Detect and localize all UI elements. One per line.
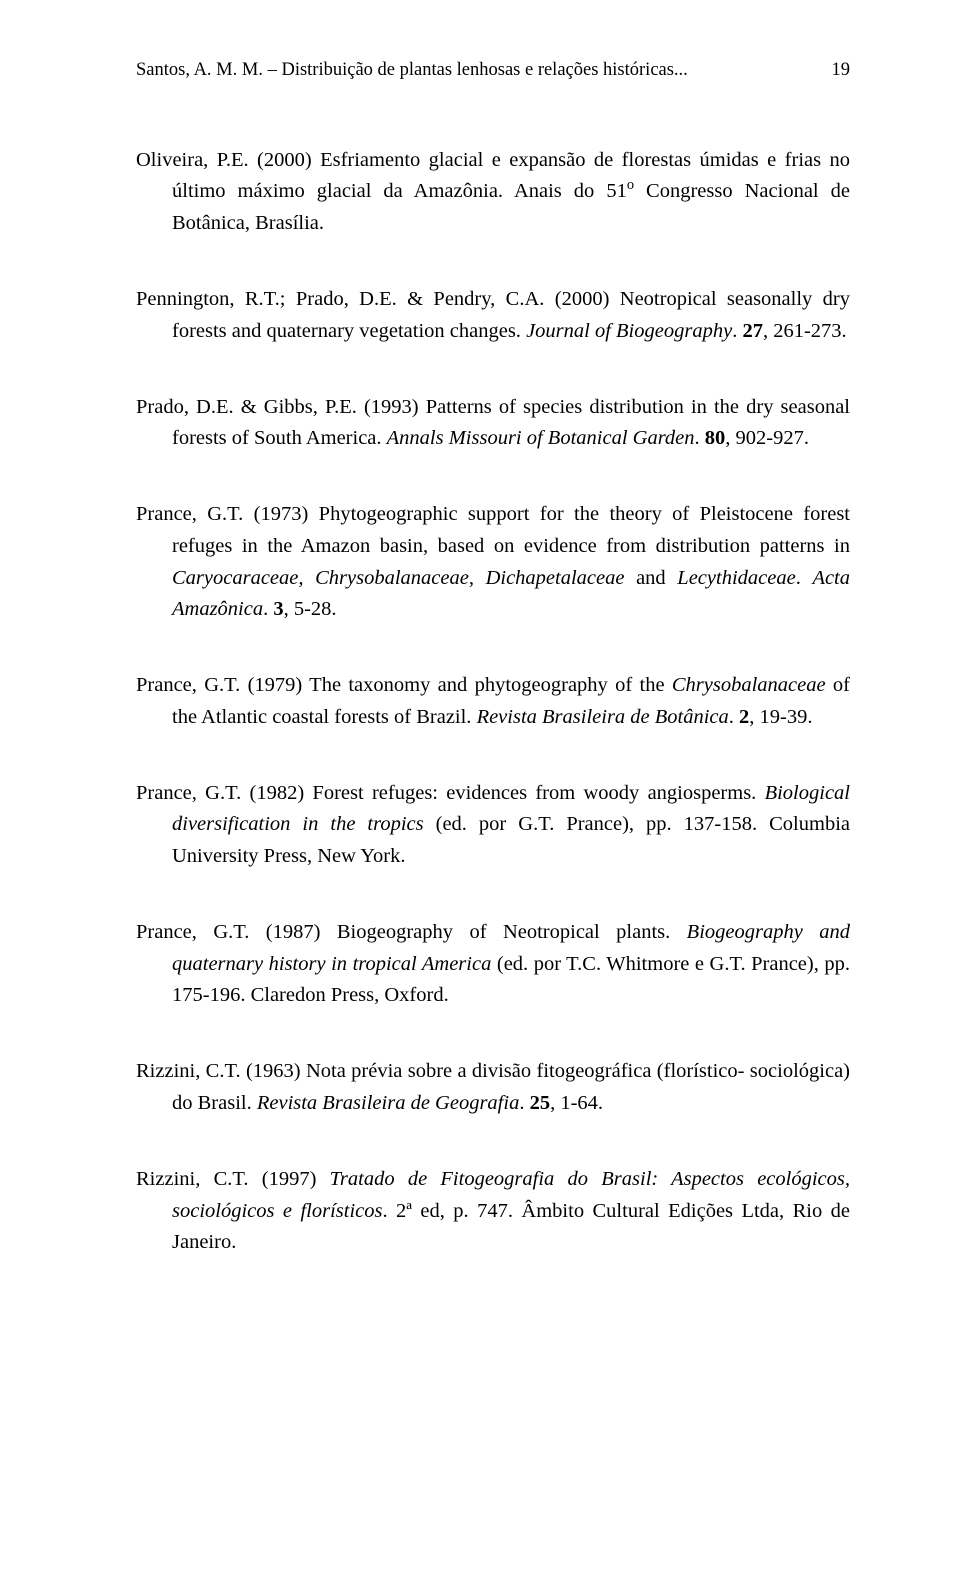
journal-title: Revista Brasileira de Geografia [257,1092,519,1114]
ref-text: , 19-39. [749,706,812,728]
page-header: Santos, A. M. M. – Distribuição de plant… [136,56,850,85]
ref-text: Rizzini, C.T. (1997) [136,1168,330,1190]
volume: 25 [530,1092,551,1114]
reference-entry: Rizzini, C.T. (1997) Tratado de Fitogeog… [136,1164,850,1259]
page-number: 19 [832,56,851,85]
ref-text: . [732,320,742,342]
journal-title: Journal of Biogeography [526,320,732,342]
reference-entry: Prance, G.T. (1973) Phytogeographic supp… [136,499,850,626]
ref-text: . [695,427,705,449]
ref-text: Prance, G.T. (1979) The taxonomy and phy… [136,674,672,696]
volume: 2 [739,706,749,728]
superscript: o [627,178,634,194]
taxa-italic: Caryocaraceae, Chrysobalanaceae, Dichape… [172,567,624,589]
ref-text: , 1-64. [550,1092,603,1114]
taxa-italic: Lecythidaceae [677,567,795,589]
journal-title: Revista Brasileira de Botânica [477,706,729,728]
header-author-title: Santos, A. M. M. – Distribuição de plant… [136,56,688,85]
ref-text: Prance, G.T. (1973) Phytogeographic supp… [136,503,850,557]
volume: 3 [273,598,283,620]
ref-text: Prance, G.T. (1987) Biogeography of Neot… [136,921,687,943]
reference-entry: Rizzini, C.T. (1963) Nota prévia sobre a… [136,1056,850,1120]
ref-text: . [729,706,739,728]
ref-text: , 902-927. [725,427,809,449]
ref-text: Prance, G.T. (1982) Forest refuges: evid… [136,782,765,804]
reference-entry: Pennington, R.T.; Prado, D.E. & Pendry, … [136,284,850,348]
ref-text: . [519,1092,529,1114]
journal-title: Annals Missouri of Botanical Garden [387,427,695,449]
ref-text: . [263,598,273,620]
ref-text: and [624,567,677,589]
ref-text: , 5-28. [284,598,337,620]
ref-text: , 261-273. [763,320,847,342]
reference-entry: Prance, G.T. (1979) The taxonomy and phy… [136,670,850,734]
taxa-italic: Chrysobalanaceae [672,674,826,696]
reference-entry: Prado, D.E. & Gibbs, P.E. (1993) Pattern… [136,392,850,456]
reference-entry: Prance, G.T. (1982) Forest refuges: evid… [136,778,850,873]
ref-text: . [796,567,813,589]
volume: 27 [742,320,763,342]
reference-entry: Prance, G.T. (1987) Biogeography of Neot… [136,917,850,1012]
volume: 80 [705,427,726,449]
reference-entry: Oliveira, P.E. (2000) Esfriamento glacia… [136,145,850,240]
page: Santos, A. M. M. – Distribuição de plant… [0,0,960,1299]
